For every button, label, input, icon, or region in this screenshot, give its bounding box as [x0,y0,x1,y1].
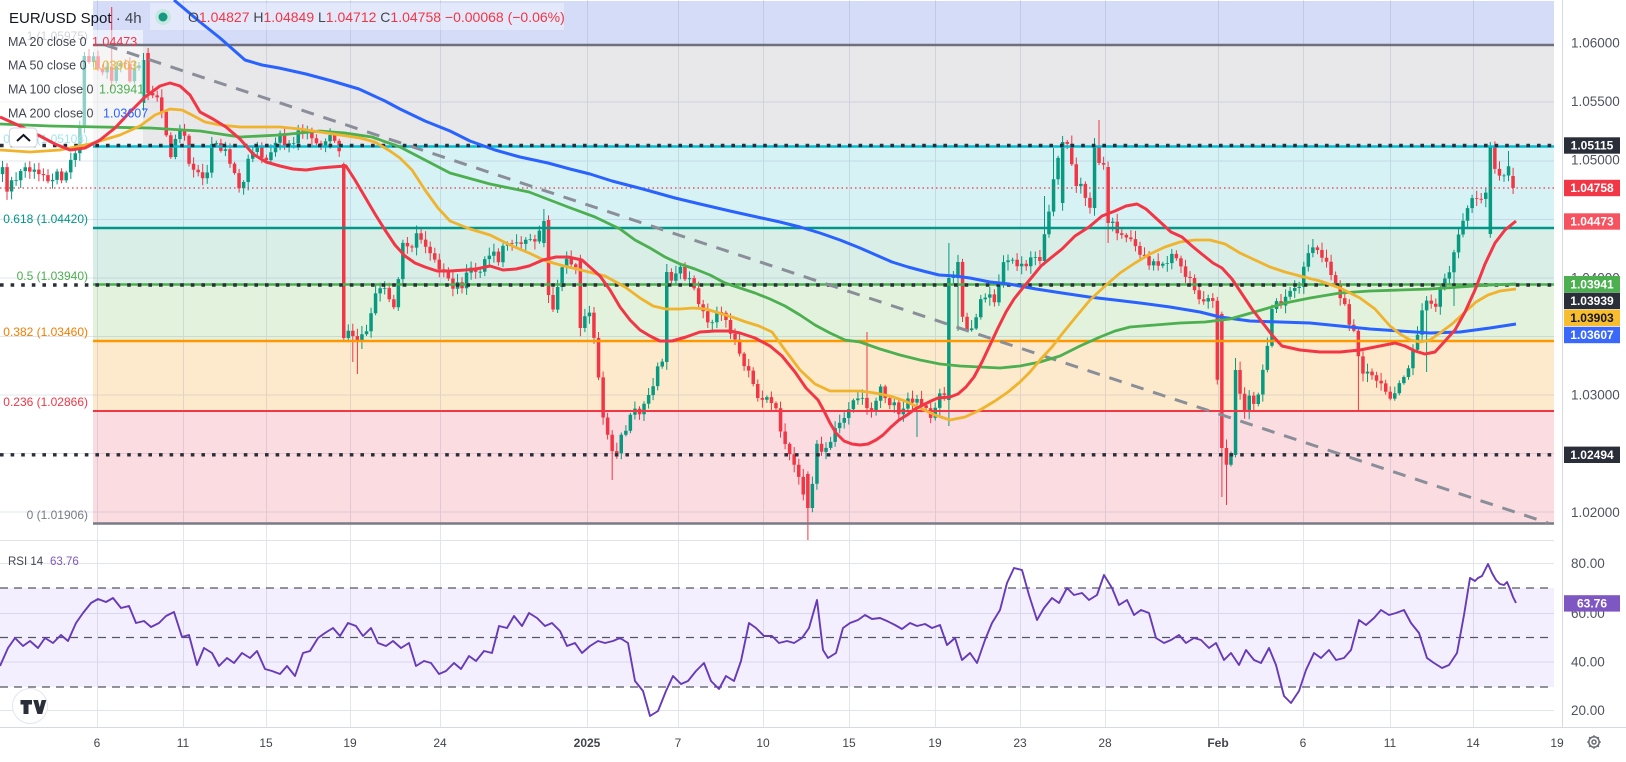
svg-text:2025: 2025 [574,736,601,750]
svg-text:MA 200 close 01.03607: MA 200 close 0 1.03607 [8,107,148,121]
svg-text:0.382 (1.03460): 0.382 (1.03460) [3,325,88,339]
svg-text:0.5 (1.03940): 0.5 (1.03940) [17,269,88,283]
svg-text:1.05115: 1.05115 [1571,139,1614,153]
svg-text:40.00: 40.00 [1571,655,1605,670]
svg-text:0.618 (1.04420): 0.618 (1.04420) [3,212,88,226]
svg-text:6: 6 [94,736,101,750]
svg-text:MA 20 close 01.04473: MA 20 close 0 1.04473 [8,35,137,49]
svg-text:1.04758: 1.04758 [1570,181,1614,195]
svg-text:24: 24 [433,736,447,750]
svg-text:63.76: 63.76 [1577,597,1607,611]
svg-text:80.00: 80.00 [1571,556,1605,571]
svg-text:23: 23 [1013,736,1027,750]
svg-text:O1.04827 H1.04849 L1.04712 C1.: O1.04827 H1.04849 L1.04712 C1.04758 −0.0… [188,9,565,25]
svg-text:MA 50 close 01.03903: MA 50 close 0 1.03903 [8,59,137,73]
svg-text:15: 15 [259,736,273,750]
svg-text:MA 100 close 01.03941: MA 100 close 0 1.03941 [8,83,144,97]
svg-text:15: 15 [842,736,856,750]
svg-text:Feb: Feb [1207,736,1228,750]
svg-text:0 (1.01906): 0 (1.01906) [27,508,88,522]
svg-text:0.236 (1.02866): 0.236 (1.02866) [3,395,88,409]
svg-text:1.03000: 1.03000 [1571,388,1620,403]
svg-text:10: 10 [756,736,770,750]
svg-text:1.03607: 1.03607 [1570,328,1614,342]
svg-text:11: 11 [177,736,190,750]
svg-text:20.00: 20.00 [1571,703,1605,718]
svg-text:1.04473: 1.04473 [1570,215,1614,229]
svg-text:19: 19 [1550,736,1564,750]
svg-text:1.05500: 1.05500 [1571,94,1620,109]
svg-text:EUR/USD Spot · 4h: EUR/USD Spot · 4h [9,10,142,27]
svg-text:1.05000: 1.05000 [1571,153,1620,168]
svg-text:1.06000: 1.06000 [1571,36,1620,51]
svg-text:28: 28 [1098,736,1112,750]
svg-text:6: 6 [1300,736,1307,750]
svg-text:14: 14 [1466,736,1480,750]
svg-text:1.03903: 1.03903 [1570,311,1614,325]
svg-text:1.02000: 1.02000 [1571,505,1620,520]
svg-text:1.03939: 1.03939 [1570,294,1614,308]
svg-text:7: 7 [675,736,682,750]
svg-text:1.03941: 1.03941 [1570,277,1614,291]
svg-text:19: 19 [343,736,357,750]
svg-text:11: 11 [1384,736,1397,750]
svg-text:1.02494: 1.02494 [1570,448,1614,462]
svg-text:19: 19 [928,736,942,750]
